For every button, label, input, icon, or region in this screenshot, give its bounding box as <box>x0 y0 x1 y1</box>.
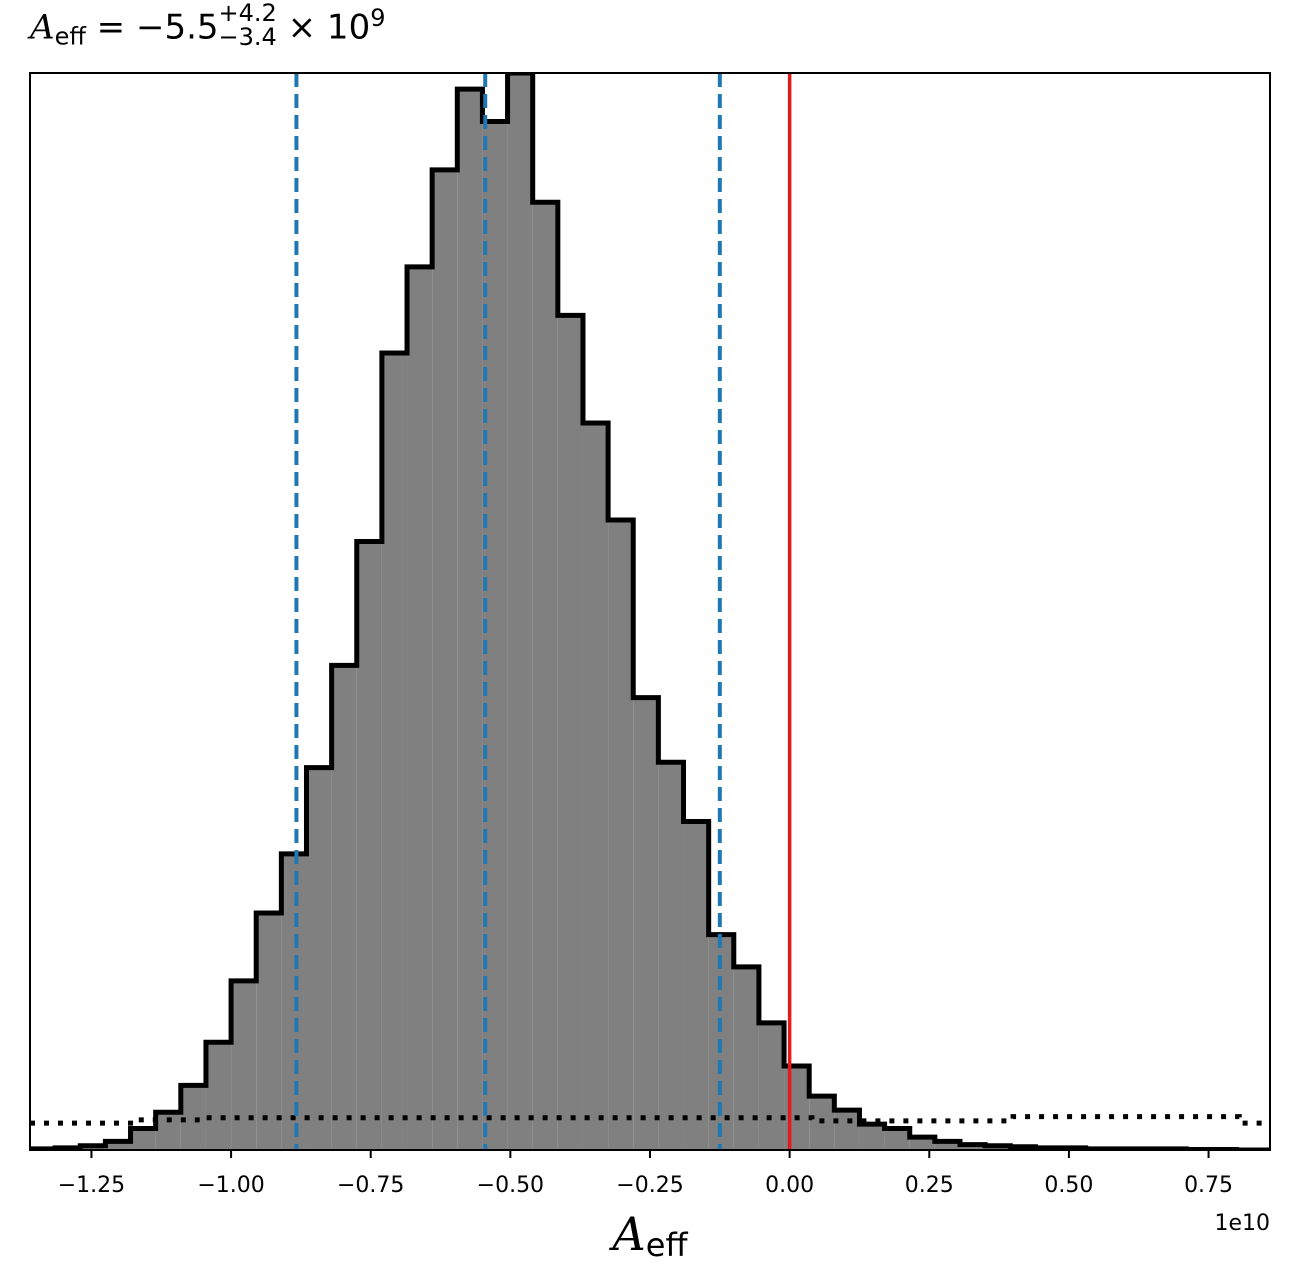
x-axis-symbol: A <box>609 1207 646 1261</box>
x-offset-label: 1e10 <box>1214 1211 1270 1236</box>
histogram-bar <box>507 73 533 1150</box>
x-axis-label: Aeff <box>609 1207 689 1264</box>
histogram-bar <box>784 1065 810 1150</box>
x-tick-label: 0.25 <box>905 1173 954 1198</box>
x-tick-label: 0.75 <box>1184 1173 1233 1198</box>
x-tick-label: 0.00 <box>765 1173 814 1198</box>
histogram-bar <box>532 202 558 1150</box>
histogram-bar <box>356 541 382 1150</box>
histogram-bar <box>633 697 659 1150</box>
title-lower-error: −3.4 <box>218 22 277 51</box>
title-symbol: A <box>30 7 55 48</box>
title-symbol-sub: eff <box>54 22 86 51</box>
histogram-bar <box>457 89 483 1150</box>
histogram-bar <box>884 1128 910 1150</box>
histogram-bar <box>758 1022 785 1150</box>
histogram-bar <box>130 1128 156 1150</box>
prior-dotted-line <box>30 1114 1270 1126</box>
histogram-bar <box>960 1144 986 1150</box>
histogram-bar <box>683 821 709 1150</box>
plot-layer <box>30 73 1270 1150</box>
histogram-outline <box>30 73 1270 1150</box>
histogram-bar <box>432 169 458 1150</box>
histogram-bar <box>407 266 433 1150</box>
x-tick-label: 0.50 <box>1044 1173 1093 1198</box>
histogram-bar <box>231 980 257 1150</box>
histogram-bar <box>281 853 307 1150</box>
histogram-bar <box>557 315 583 1150</box>
histogram-bar <box>834 1110 860 1150</box>
histogram-bar <box>608 519 634 1150</box>
histogram-bar <box>582 423 609 1150</box>
x-tick-label: −1.00 <box>197 1173 264 1198</box>
histogram-bar <box>733 966 759 1150</box>
x-axis-sub: eff <box>646 1226 689 1264</box>
x-tick-label: −0.75 <box>337 1173 404 1198</box>
x-tick-label: −0.25 <box>616 1173 683 1198</box>
title-suffix: × 10 <box>276 7 371 48</box>
title-upper-error: +4.2 <box>218 0 277 27</box>
x-tick-label: −0.50 <box>477 1173 544 1198</box>
histogram-bar <box>331 665 357 1150</box>
histogram-bar <box>205 1042 232 1150</box>
x-ticks: −1.25 −1.00 −0.75 −0.50 −0.25 0.00 0.25 0.50 0.7… <box>58 1150 1233 1198</box>
title-errors: +4.2 −3.4 <box>219 1 277 49</box>
histogram-bar <box>256 913 282 1150</box>
histogram-bar <box>658 762 684 1150</box>
histogram-bar <box>859 1124 885 1150</box>
title-value: = −5.5 <box>85 7 219 48</box>
histogram-bar <box>381 353 408 1150</box>
title-exponent: 9 <box>370 4 386 32</box>
histogram-bar <box>306 767 332 1150</box>
histogram-bar <box>105 1141 131 1150</box>
histogram-bar <box>909 1137 935 1150</box>
x-tick-label: −1.25 <box>58 1173 125 1198</box>
histogram-bar <box>934 1141 960 1150</box>
chart-title: Aeff = −5.5 +4.2 −3.4 × 109 <box>30 1 386 53</box>
